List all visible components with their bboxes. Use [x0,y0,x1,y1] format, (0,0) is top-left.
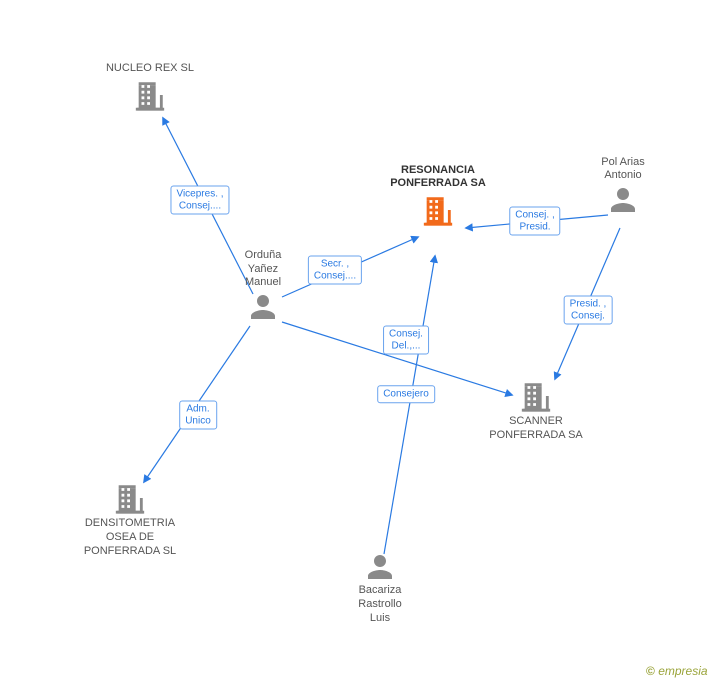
node-scanner[interactable]: SCANNER PONFERRADA SA [489,377,583,443]
node-icon [106,78,194,112]
building-icon [133,78,167,112]
building-icon [421,193,455,227]
copyright: © empresia [646,664,708,678]
copyright-symbol: © [646,664,655,678]
node-densito[interactable]: DENSITOMETRIA OSEA DE PONFERRADA SL [84,479,176,558]
building-icon [519,379,553,413]
node-icon [358,552,401,582]
edge-label-e6: Presid. , Consej. [564,296,613,325]
diagram-canvas: NUCLEO REX SL RESONANCIA PONFERRADA SA S… [0,0,728,685]
node-label: NUCLEO REX SL [106,62,194,76]
building-icon [113,481,147,515]
node-label: Orduña Yañez Manuel [245,249,282,290]
edge-label-e2: Secr. , Consej.... [308,256,362,285]
copyright-brand: empresia [658,664,707,678]
node-orduna[interactable]: Orduña Yañez Manuel [245,249,282,324]
edge-label-e5: Consej. , Presid. [509,207,560,236]
node-label: DENSITOMETRIA OSEA DE PONFERRADA SL [84,517,176,558]
edge-e7 [384,256,435,554]
person-icon [608,185,638,215]
node-resonancia[interactable]: RESONANCIA PONFERRADA SA [390,164,486,230]
node-icon [601,185,644,215]
edge-label-e7: Consejero [377,385,435,403]
node-icon [390,193,486,227]
node-label: SCANNER PONFERRADA SA [489,415,583,443]
node-label: Pol Arias Antonio [601,156,644,184]
node-bacariza[interactable]: Bacariza Rastrollo Luis [358,550,401,625]
person-icon [365,552,395,582]
node-icon [489,379,583,413]
edge-label-e3: Consej. Del.,... [383,326,429,355]
node-pol[interactable]: Pol Arias Antonio [601,156,644,218]
person-icon [248,292,278,322]
edge-label-e4: Adm. Unico [179,401,217,430]
node-label: RESONANCIA PONFERRADA SA [390,164,486,192]
node-nucleo[interactable]: NUCLEO REX SL [106,62,194,114]
node-icon [245,292,282,322]
node-label: Bacariza Rastrollo Luis [358,584,401,625]
edge-label-e1: Vicepres. , Consej.... [170,186,229,215]
node-icon [84,481,176,515]
